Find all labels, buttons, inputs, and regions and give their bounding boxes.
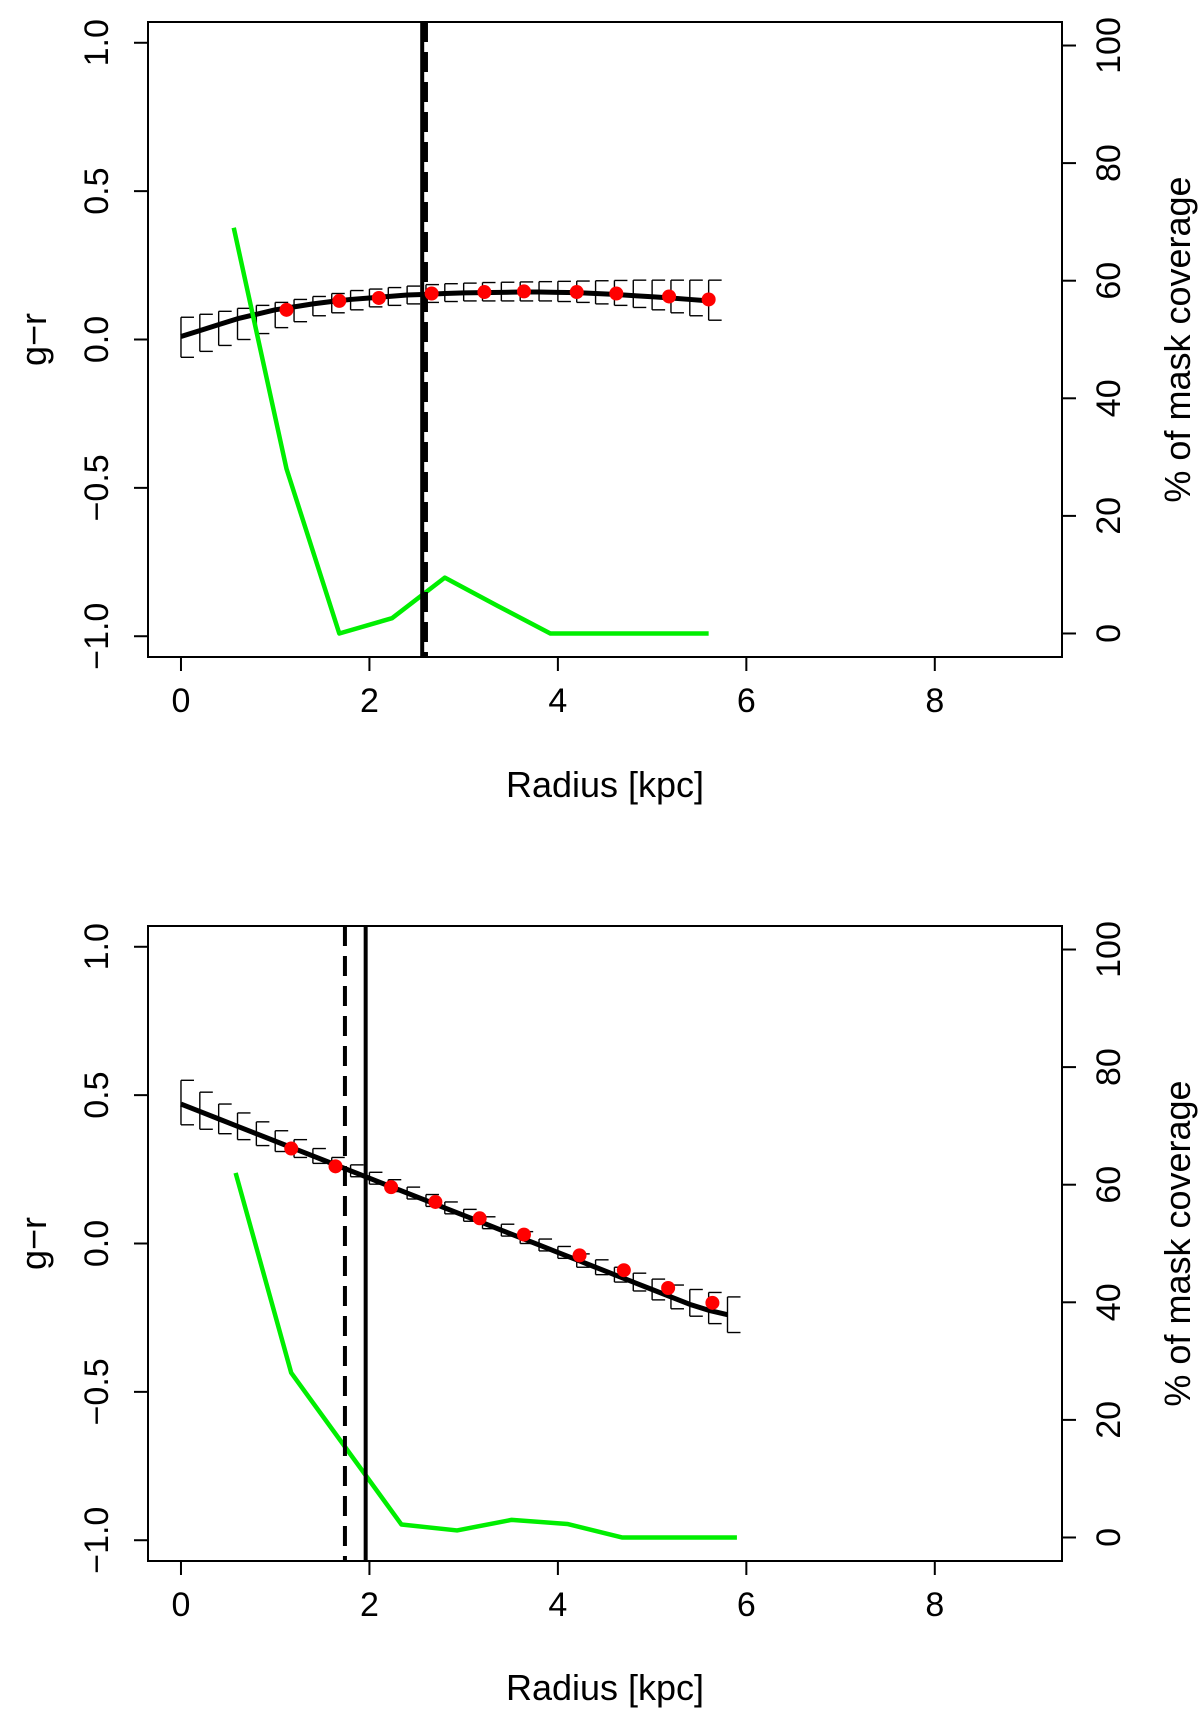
data-point [384,1180,399,1195]
data-point [332,293,347,308]
plot-frame [147,925,1063,1562]
y2-tick-label: 60 [1090,1166,1128,1204]
y2-tick-label: 100 [1090,921,1128,978]
data-point [472,1211,487,1226]
chart-panel-bottom: 0 2 4 6 8 −1.0 −0.5 0.0 0.5 1.0 0 20 40 60 80 100 Radius… [13,921,1198,1708]
coverage-line [233,1172,737,1540]
coverage-line [231,227,709,636]
y-tick-label: 1.0 [78,923,116,970]
y2-tick-label: 20 [1090,1401,1128,1439]
data-point [516,1227,531,1242]
x-tick-label: 2 [360,1586,379,1624]
y-tick-label: 0.0 [78,1220,116,1267]
y-axis-title: g−r [13,1217,54,1270]
data-point [428,1194,443,1209]
y-tick-label: −1.0 [78,603,116,670]
x-tick-label: 0 [172,1586,191,1624]
y-tick-label: 0.5 [78,1072,116,1119]
data-point [662,289,677,304]
data-point [424,286,439,301]
x-axis-title: Radius [kpc] [506,764,704,805]
y2-tick-label: 80 [1090,144,1128,182]
x-tick-label: 6 [737,1586,756,1624]
x-tick-label: 2 [360,682,379,720]
y2-tick-label: 0 [1090,624,1128,643]
y2-axis-title: % of mask coverage [1157,176,1198,502]
x-tick-label: 4 [548,1586,567,1624]
y2-tick-label: 40 [1090,379,1128,417]
data-point [701,292,716,307]
y-axis-title: g−r [13,313,54,366]
data-point [284,1141,299,1156]
chart-panel-top: 0 2 4 6 8 −1.0 −0.5 0.0 0.5 1.0 0 20 40 60 80 100 Radius… [13,17,1198,805]
y2-tick-label: 20 [1090,497,1128,535]
y2-axis-title: % of mask coverage [1157,1080,1198,1406]
y-tick-label: 0.0 [78,316,116,363]
data-point [328,1159,343,1174]
x-axis-title: Radius [kpc] [506,1667,704,1708]
data-point [477,285,492,300]
y-tick-label: 1.0 [78,19,116,66]
fit-line [180,1101,729,1318]
y-tick-label: −1.0 [78,1507,116,1574]
x-tick-label: 8 [925,1586,944,1624]
data-point [569,285,584,300]
x-tick-label: 8 [925,682,944,720]
data-point [279,302,294,317]
y2-tick-label: 40 [1090,1283,1128,1321]
data-point [609,286,624,301]
data-point [705,1295,720,1310]
y2-tick-label: 0 [1090,1528,1128,1547]
y-tick-label: −0.5 [78,1358,116,1425]
y2-tick-label: 80 [1090,1048,1128,1086]
x-tick-label: 0 [172,682,191,720]
plot-frame [147,21,1063,658]
data-point [516,284,531,299]
y2-tick-label: 100 [1090,17,1128,74]
y2-tick-label: 60 [1090,262,1128,300]
x-tick-label: 4 [548,682,567,720]
data-point [371,290,386,305]
x-tick-label: 6 [737,682,756,720]
y-tick-label: 0.5 [78,168,116,215]
y-tick-label: −0.5 [78,454,116,521]
data-point [572,1248,587,1263]
data-point [616,1263,631,1278]
data-point [661,1281,676,1296]
